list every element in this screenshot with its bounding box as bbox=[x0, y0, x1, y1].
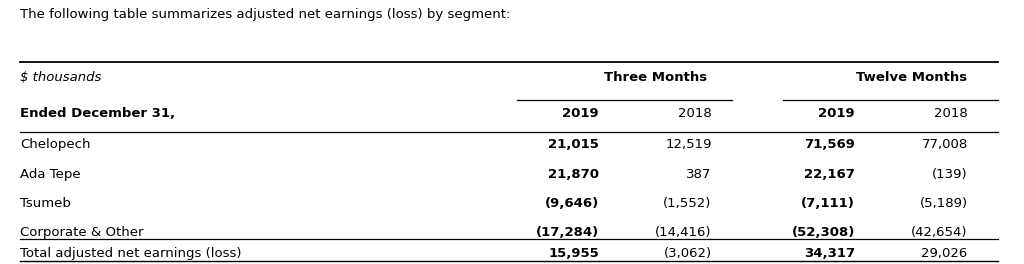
Text: Ended December 31,: Ended December 31, bbox=[20, 107, 175, 120]
Text: 2018: 2018 bbox=[934, 107, 968, 120]
Text: (14,416): (14,416) bbox=[655, 225, 712, 239]
Text: 2018: 2018 bbox=[678, 107, 712, 120]
Text: 387: 387 bbox=[686, 168, 712, 181]
Text: 34,317: 34,317 bbox=[804, 247, 855, 260]
Text: (9,646): (9,646) bbox=[545, 196, 599, 210]
Text: 12,519: 12,519 bbox=[666, 139, 712, 152]
Text: 21,015: 21,015 bbox=[548, 139, 599, 152]
Text: 2019: 2019 bbox=[562, 107, 599, 120]
Text: $ thousands: $ thousands bbox=[20, 71, 101, 84]
Text: 2019: 2019 bbox=[818, 107, 855, 120]
Text: (52,308): (52,308) bbox=[792, 225, 855, 239]
Text: Ada Tepe: Ada Tepe bbox=[20, 168, 81, 181]
Text: Corporate & Other: Corporate & Other bbox=[20, 225, 144, 239]
Text: 21,870: 21,870 bbox=[548, 168, 599, 181]
Text: Total adjusted net earnings (loss): Total adjusted net earnings (loss) bbox=[20, 247, 242, 260]
Text: 22,167: 22,167 bbox=[804, 168, 855, 181]
Text: (5,189): (5,189) bbox=[920, 196, 968, 210]
Text: The following table summarizes adjusted net earnings (loss) by segment:: The following table summarizes adjusted … bbox=[20, 8, 511, 21]
Text: (1,552): (1,552) bbox=[664, 196, 712, 210]
Text: 15,955: 15,955 bbox=[548, 247, 599, 260]
Text: 71,569: 71,569 bbox=[804, 139, 855, 152]
Text: Three Months: Three Months bbox=[604, 71, 707, 84]
Text: Chelopech: Chelopech bbox=[20, 139, 91, 152]
Text: (3,062): (3,062) bbox=[664, 247, 712, 260]
Text: Twelve Months: Twelve Months bbox=[856, 71, 967, 84]
Text: (7,111): (7,111) bbox=[801, 196, 855, 210]
Text: (42,654): (42,654) bbox=[911, 225, 968, 239]
Text: (139): (139) bbox=[932, 168, 968, 181]
Text: Tsumeb: Tsumeb bbox=[20, 196, 72, 210]
Text: 29,026: 29,026 bbox=[922, 247, 968, 260]
Text: (17,284): (17,284) bbox=[536, 225, 599, 239]
Text: 77,008: 77,008 bbox=[922, 139, 968, 152]
